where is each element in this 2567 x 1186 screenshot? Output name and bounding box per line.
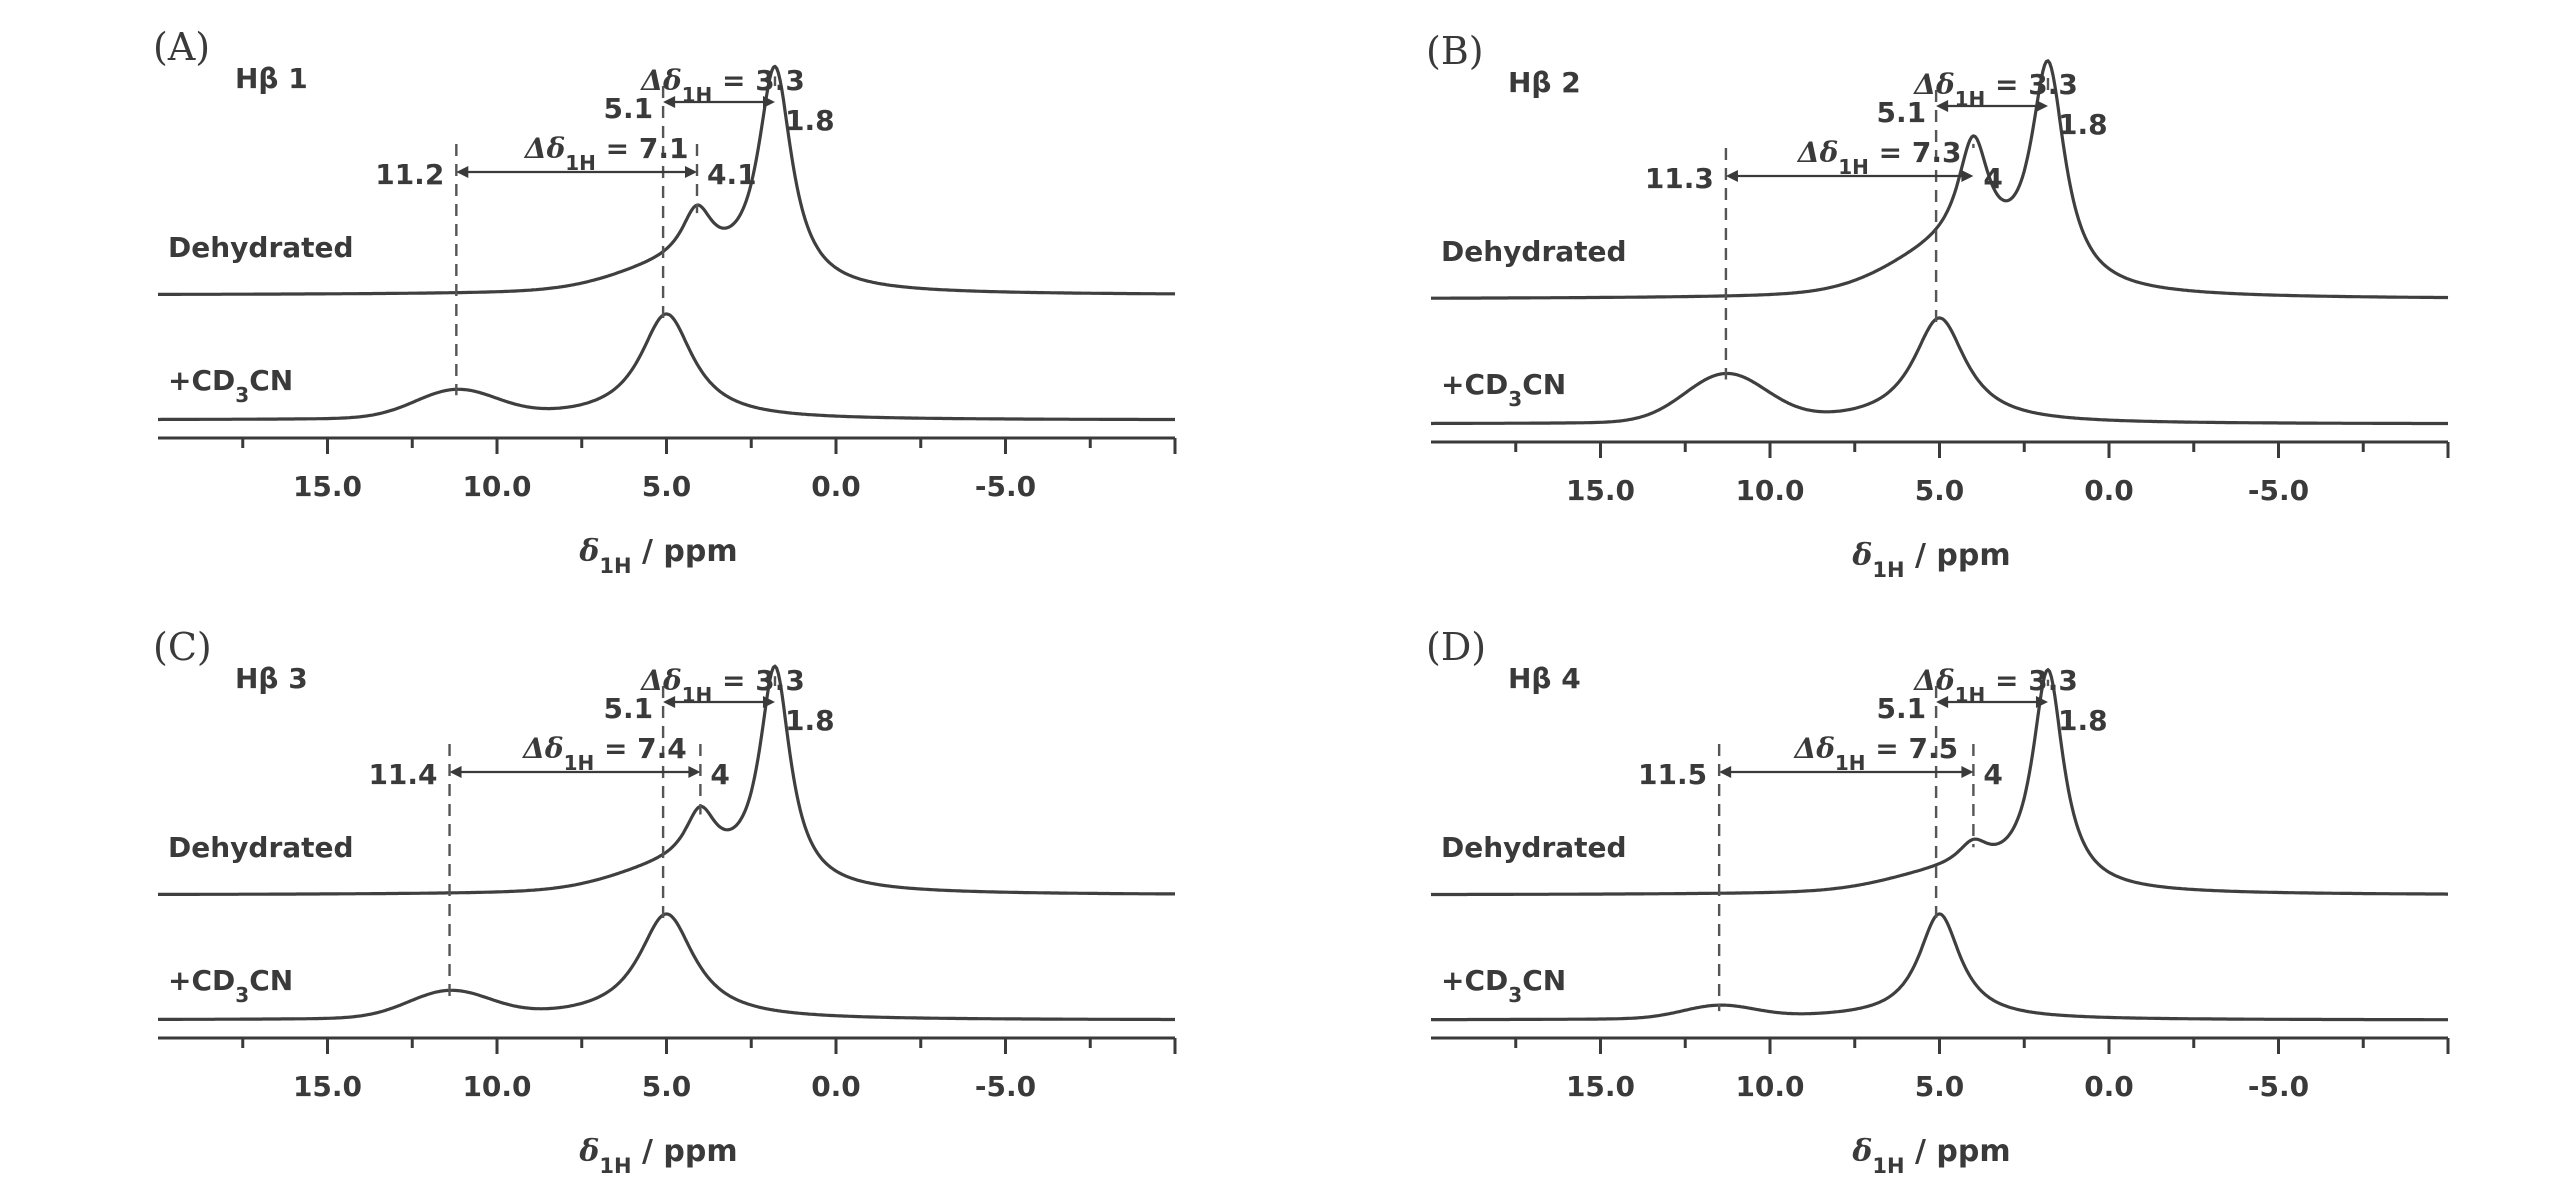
spectrum-cd3cn: [1431, 316, 2448, 426]
arrowhead: [663, 696, 676, 708]
delta-label-shift: Δδ1H = 7.4: [521, 732, 687, 775]
series-label-cd3cn: +CD3CN: [168, 964, 293, 1007]
panel-label: (B): [1426, 29, 1484, 73]
peak-value: 11.5: [1638, 758, 1707, 791]
spectrum-dehydrated: [1431, 668, 2448, 897]
peak-value: 1.8: [2058, 704, 2108, 737]
delta-label-shift: Δδ1H = 7.5: [1792, 732, 1958, 775]
peak-value: 4.1: [707, 158, 757, 191]
x-tick-label: 10.0: [1735, 474, 1804, 507]
x-axis-title: δ1H / ppm: [578, 534, 737, 578]
nmr-panel-a: 15.0 10.0 5.0 0.0 -5.0 δ1H / ppm (A) Hβ 1 Dehydr…: [153, 25, 1177, 578]
sample-name: Hβ 1: [235, 62, 308, 95]
delta-label-shift: Δδ1H = 7.3: [1796, 136, 1962, 179]
arrowhead: [663, 96, 676, 108]
series-label-dehydrated: Dehydrated: [1441, 235, 1627, 268]
panel-label: (D): [1426, 625, 1486, 669]
delta-label-shift: Δδ1H = 7.1: [523, 132, 689, 175]
arrowhead: [1961, 170, 1974, 182]
peak-value: 5.1: [604, 92, 654, 125]
x-tick-label: 0.0: [2084, 474, 2134, 507]
series-label-cd3cn: +CD3CN: [168, 364, 293, 407]
spectrum-cd3cn: [1431, 912, 2448, 1022]
spectrum-dehydrated: [158, 64, 1176, 296]
x-tick-label: -5.0: [2248, 1070, 2309, 1103]
peak-value: 5.1: [1877, 692, 1927, 725]
nmr-panel-c: 15.0 10.0 5.0 0.0 -5.0 δ1H / ppm (C) Hβ 3 Dehydr…: [153, 625, 1177, 1178]
arrowhead: [449, 766, 462, 778]
x-axis-title: δ1H / ppm: [1851, 538, 2010, 582]
x-tick-label: 15.0: [1566, 474, 1635, 507]
peak-value: 5.1: [604, 692, 654, 725]
arrowhead: [1725, 170, 1738, 182]
sample-name: Hβ 3: [235, 662, 308, 695]
peak-value: 4: [710, 758, 729, 791]
arrowhead: [456, 166, 469, 178]
x-tick-label: 0.0: [2084, 1070, 2134, 1103]
arrowhead: [1719, 766, 1732, 778]
series-label-cd3cn: +CD3CN: [1441, 368, 1566, 411]
arrowhead: [1936, 100, 1949, 112]
peak-value: 1.8: [2058, 108, 2108, 141]
x-tick-label: 0.0: [811, 1070, 861, 1103]
arrowhead: [762, 696, 775, 708]
peak-value: 11.4: [368, 758, 437, 791]
nmr-panel-b: 15.0 10.0 5.0 0.0 -5.0 δ1H / ppm (B) Hβ 2 Dehydr…: [1426, 29, 2450, 582]
arrowhead: [685, 166, 698, 178]
x-tick-label: 0.0: [811, 470, 861, 503]
x-tick-label: 15.0: [1566, 1070, 1635, 1103]
x-tick-label: 5.0: [642, 470, 692, 503]
x-tick-label: 15.0: [293, 1070, 362, 1103]
spectrum-cd3cn: [158, 912, 1175, 1022]
spectrum-cd3cn: [158, 312, 1175, 422]
x-tick-label: 5.0: [642, 1070, 692, 1103]
x-tick-label: 10.0: [1735, 1070, 1804, 1103]
sample-name: Hβ 4: [1508, 662, 1581, 695]
x-axis-title: δ1H / ppm: [1851, 1134, 2010, 1178]
panel-label: (C): [153, 625, 212, 669]
arrowhead: [2035, 100, 2048, 112]
peak-value: 4: [1983, 162, 2002, 195]
peak-value: 1.8: [785, 104, 835, 137]
sample-name: Hβ 2: [1508, 66, 1581, 99]
arrowhead: [688, 766, 701, 778]
delta-label-acid: Δδ1H = 3.3: [1912, 664, 2078, 707]
peak-value: 5.1: [1877, 96, 1927, 129]
arrowhead: [2035, 696, 2048, 708]
x-tick-label: 15.0: [293, 470, 362, 503]
x-tick-label: 5.0: [1915, 474, 1965, 507]
x-tick-label: -5.0: [2248, 474, 2309, 507]
arrowhead: [762, 96, 775, 108]
series-label-dehydrated: Dehydrated: [168, 231, 354, 264]
arrowhead: [1961, 766, 1974, 778]
series-label-dehydrated: Dehydrated: [168, 831, 354, 864]
delta-label-acid: Δδ1H = 3.3: [639, 64, 805, 107]
arrowhead: [1936, 696, 1949, 708]
x-tick-label: 10.0: [462, 470, 531, 503]
x-tick-label: 10.0: [462, 1070, 531, 1103]
nmr-panel-d: 15.0 10.0 5.0 0.0 -5.0 δ1H / ppm (D) Hβ 4 Dehydr…: [1426, 625, 2450, 1178]
x-axis-title: δ1H / ppm: [578, 1134, 737, 1178]
x-tick-label: 5.0: [1915, 1070, 1965, 1103]
x-tick-label: -5.0: [975, 1070, 1036, 1103]
x-tick-label: -5.0: [975, 470, 1036, 503]
series-label-dehydrated: Dehydrated: [1441, 831, 1627, 864]
spectrum-dehydrated: [158, 664, 1175, 896]
delta-label-acid: Δδ1H = 3.3: [1912, 68, 2078, 111]
peak-value: 1.8: [785, 704, 835, 737]
series-label-cd3cn: +CD3CN: [1441, 964, 1566, 1007]
panel-label: (A): [153, 25, 210, 69]
delta-label-acid: Δδ1H = 3.3: [639, 664, 805, 707]
peak-value: 4: [1983, 758, 2002, 791]
peak-value: 11.3: [1645, 162, 1714, 195]
peak-value: 11.2: [375, 158, 444, 191]
spectrum-dehydrated: [1431, 59, 2449, 300]
